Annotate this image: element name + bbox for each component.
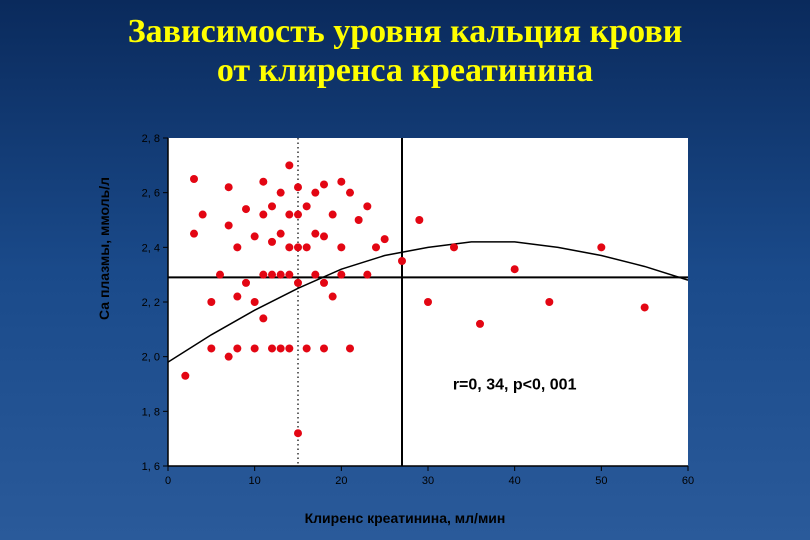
svg-text:30: 30 — [422, 475, 434, 487]
svg-text:1, 8: 1, 8 — [142, 406, 160, 418]
svg-text:2, 2: 2, 2 — [142, 297, 160, 309]
title-line-1: Зависимость уровня кальция крови — [128, 13, 683, 50]
svg-text:2, 6: 2, 6 — [142, 188, 160, 200]
svg-text:20: 20 — [335, 475, 347, 487]
svg-text:2, 8: 2, 8 — [142, 133, 160, 145]
x-axis-label: Клиренс креатинина, мл/мин — [0, 510, 810, 526]
svg-text:r=0, 34, p<0, 001: r=0, 34, p<0, 001 — [453, 376, 577, 393]
title-line-2: от клиренса креатинина — [217, 52, 593, 89]
svg-text:10: 10 — [249, 475, 261, 487]
scatter-chart: 1, 6 1, 8 2, 0 2, 2 2, 4 2, 6 2, 8 0 10 20 30 40 50 6… — [120, 130, 700, 500]
svg-text:60: 60 — [682, 475, 694, 487]
slide-title: Зависимость уровня кальция крови от клир… — [0, 12, 810, 90]
svg-text:2, 4: 2, 4 — [142, 242, 160, 254]
svg-text:40: 40 — [509, 475, 521, 487]
svg-text:1, 6: 1, 6 — [142, 461, 160, 473]
chart-svg: 1, 6 1, 8 2, 0 2, 2 2, 4 2, 6 2, 8 0 10 20 30 40 50 6… — [120, 130, 700, 500]
y-axis-label: Са плазмы, ммоль/л — [96, 177, 112, 320]
svg-text:2, 0: 2, 0 — [142, 352, 160, 364]
slide: Зависимость уровня кальция крови от клир… — [0, 0, 810, 540]
svg-text:50: 50 — [595, 475, 607, 487]
svg-text:0: 0 — [165, 475, 171, 487]
